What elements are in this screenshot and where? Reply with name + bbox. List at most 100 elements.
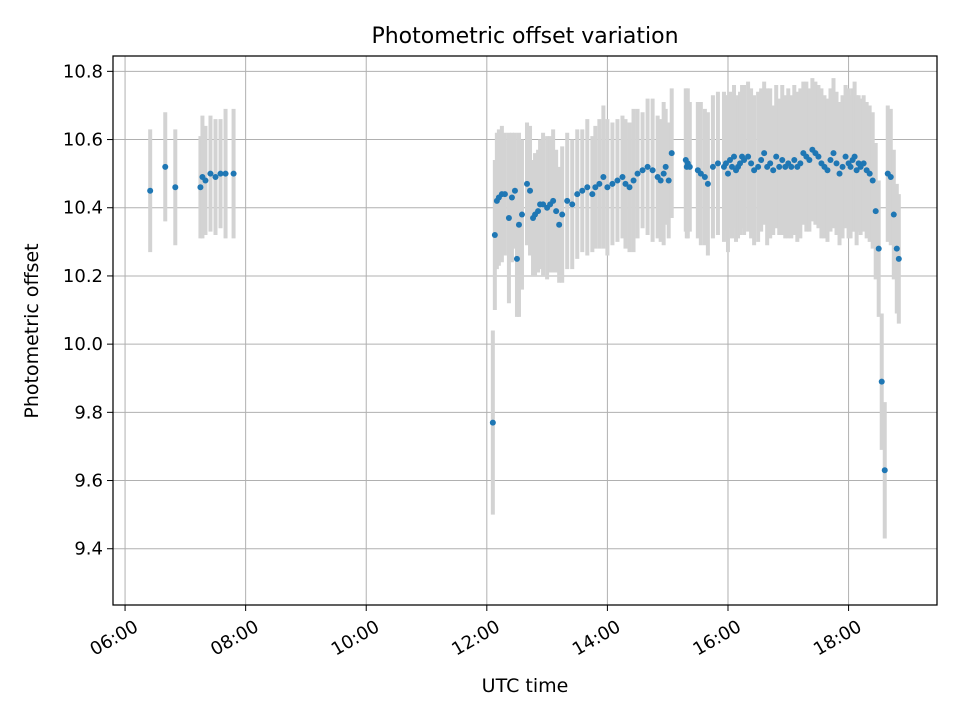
data-point xyxy=(737,160,744,167)
data-point xyxy=(761,150,768,157)
data-point xyxy=(701,174,708,181)
data-point xyxy=(791,157,798,164)
data-point xyxy=(887,174,894,181)
plot-frame xyxy=(112,55,938,606)
data-point xyxy=(731,153,738,160)
data-point xyxy=(779,157,786,164)
data-point xyxy=(875,245,882,252)
data-point xyxy=(553,208,560,215)
data-point xyxy=(839,163,846,170)
data-point xyxy=(704,180,711,187)
data-point xyxy=(540,201,547,208)
y-axis-label: Photometric offset xyxy=(21,243,43,418)
data-point xyxy=(767,160,774,167)
data-point xyxy=(596,180,603,187)
data-point xyxy=(878,378,885,385)
data-point xyxy=(866,170,873,177)
x-axis-label: UTC time xyxy=(482,675,569,697)
data-point xyxy=(569,201,576,208)
data-point xyxy=(574,191,581,198)
data-point xyxy=(634,170,641,177)
data-point xyxy=(869,177,876,184)
data-point xyxy=(842,153,849,160)
data-point xyxy=(851,153,858,160)
data-point xyxy=(505,214,512,221)
data-point xyxy=(755,163,762,170)
data-point xyxy=(714,160,721,167)
y-tick-label: 10.0 xyxy=(63,334,103,355)
data-point xyxy=(729,163,736,170)
data-point xyxy=(788,163,795,170)
chart-title: Photometric offset variation xyxy=(371,24,678,49)
data-point xyxy=(709,163,716,170)
data-point xyxy=(527,187,534,194)
data-point xyxy=(724,170,731,177)
data-point xyxy=(592,184,599,191)
data-point xyxy=(614,177,621,184)
y-tick-label: 10.2 xyxy=(63,266,103,287)
data-point xyxy=(686,163,693,170)
y-axis-ticks: 9.4 9.6 9.8 10.0 10.2 10.4 10.6 10.8 xyxy=(63,61,113,560)
data-point xyxy=(518,211,525,218)
data-point xyxy=(881,467,888,474)
data-point xyxy=(230,170,237,177)
data-point xyxy=(824,167,831,174)
data-point xyxy=(630,177,637,184)
data-point xyxy=(639,167,646,174)
data-point xyxy=(722,160,729,167)
data-point xyxy=(550,197,557,204)
grid xyxy=(113,56,937,605)
data-points xyxy=(147,146,902,474)
data-point xyxy=(172,184,179,191)
data-point xyxy=(827,157,834,164)
data-point xyxy=(202,177,209,184)
data-point xyxy=(619,174,626,181)
data-point xyxy=(556,221,563,228)
data-point xyxy=(773,153,780,160)
y-tick-label: 10.6 xyxy=(63,130,103,151)
data-point xyxy=(776,163,783,170)
data-point xyxy=(222,170,229,177)
data-point xyxy=(751,167,758,174)
data-point xyxy=(508,194,515,201)
data-point xyxy=(579,187,586,194)
data-point xyxy=(860,160,867,167)
y-tick-label: 10.8 xyxy=(63,61,103,82)
data-point xyxy=(212,174,219,181)
data-point xyxy=(511,187,518,194)
data-point xyxy=(162,163,169,170)
data-point xyxy=(147,187,154,194)
data-point xyxy=(741,157,748,164)
data-point xyxy=(657,177,664,184)
data-point xyxy=(770,167,777,174)
data-point xyxy=(662,163,669,170)
data-point xyxy=(197,184,204,191)
data-point xyxy=(668,150,675,157)
data-point xyxy=(600,174,607,181)
data-point xyxy=(501,191,508,198)
data-point xyxy=(524,180,531,187)
data-point xyxy=(559,211,566,218)
data-point xyxy=(895,255,902,262)
data-point xyxy=(893,245,900,252)
data-point xyxy=(489,419,496,426)
data-point xyxy=(660,170,667,177)
data-point xyxy=(644,163,651,170)
data-point xyxy=(207,170,214,177)
data-point xyxy=(584,184,591,191)
data-point xyxy=(853,167,860,174)
data-point xyxy=(872,208,879,215)
data-point xyxy=(564,197,571,204)
data-point xyxy=(535,208,542,215)
y-tick-label: 9.4 xyxy=(74,539,103,560)
y-tick-label: 10.4 xyxy=(63,198,103,219)
data-point xyxy=(665,177,672,184)
data-point xyxy=(815,153,822,160)
data-point xyxy=(836,170,843,177)
data-point xyxy=(745,153,752,160)
data-point xyxy=(649,167,656,174)
data-point xyxy=(758,157,765,164)
data-point xyxy=(697,170,704,177)
